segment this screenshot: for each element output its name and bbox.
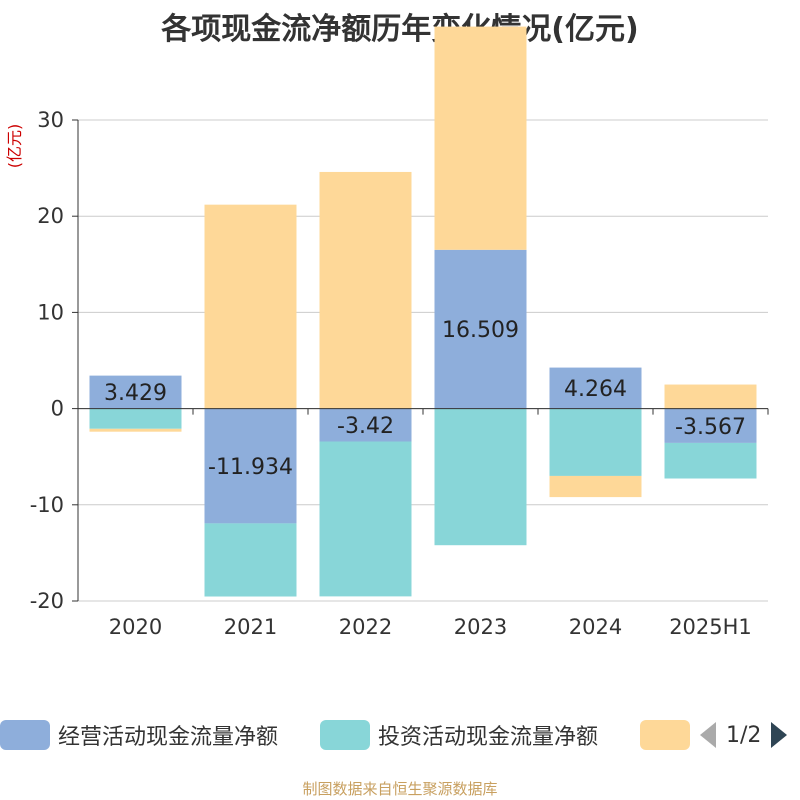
legend: 经营活动现金流量净额 投资活动现金流量净额 1/2 — [0, 716, 800, 752]
y-tick-label: -10 — [30, 493, 64, 517]
bar-investing-2024 — [549, 408, 642, 476]
legend-item-investing[interactable]: 投资活动现金流量净额 — [320, 720, 598, 750]
legend-page-indicator: 1/2 — [726, 722, 762, 748]
x-tick-label: 2025H1 — [669, 615, 752, 639]
legend-pager: 1/2 — [700, 720, 788, 750]
legend-label-investing: 投资活动现金流量净额 — [378, 725, 599, 750]
legend-item-operating[interactable]: 经营活动现金流量净额 — [0, 720, 278, 750]
y-axis-label: (亿元) — [5, 124, 24, 169]
bar-third-2021 — [204, 204, 297, 409]
bar-investing-2023 — [434, 408, 527, 546]
legend-label-operating: 经营活动现金流量净额 — [58, 725, 279, 750]
data-label-2023: 16.509 — [442, 318, 519, 343]
prev-page-icon[interactable] — [700, 722, 716, 748]
bar-third-2024 — [549, 475, 642, 498]
source-note: 制图数据来自恒生聚源数据库 — [302, 780, 498, 798]
bar-third-2020 — [89, 428, 182, 432]
bar-third-2023 — [434, 26, 527, 250]
x-tick-label: 2021 — [224, 615, 277, 639]
legend-swatch-operating — [0, 720, 50, 750]
bar-chart: 30 20 10 0 -10 -20 (亿元) 3.429 -11.934 -3.42 16.509… — [5, 26, 769, 639]
y-tick-label: -20 — [30, 589, 64, 613]
y-tick-label: 10 — [37, 300, 64, 324]
data-label-2025H1: -3.567 — [675, 415, 746, 440]
data-label-2021: -11.934 — [208, 455, 293, 480]
bar-third-2025H1 — [664, 384, 757, 409]
data-label-2022: -3.42 — [337, 414, 394, 439]
legend-swatch-investing — [320, 720, 370, 750]
x-tick-label: 2020 — [109, 615, 162, 639]
bar-operating-2022 — [319, 408, 412, 442]
chart-title: 各项现金流净额历年变化情况(亿元) — [161, 12, 639, 47]
next-page-icon[interactable] — [771, 722, 788, 748]
bar-operating-2025H1 — [664, 408, 757, 443]
bar-operating-2020 — [89, 375, 182, 409]
y-tick-label: 20 — [37, 204, 64, 228]
data-label-2020: 3.429 — [104, 381, 167, 406]
x-tick-label: 2022 — [339, 615, 392, 639]
legend-item-third[interactable] — [640, 720, 698, 750]
bar-third-2022 — [319, 171, 412, 409]
x-tick-label: 2023 — [454, 615, 507, 639]
bar-investing-2022 — [319, 441, 412, 597]
y-tick-label: 0 — [51, 397, 64, 421]
bar-operating-2023 — [434, 249, 527, 409]
bar-operating-2021 — [204, 408, 297, 524]
bar-investing-2020 — [89, 408, 182, 429]
legend-swatch-third — [640, 720, 690, 750]
y-tick-label: 30 — [37, 108, 64, 132]
data-label-2024: 4.264 — [564, 377, 627, 402]
x-tick-label: 2024 — [569, 615, 622, 639]
bar-investing-2025H1 — [664, 442, 757, 479]
bar-investing-2021 — [204, 523, 297, 597]
bar-operating-2024 — [549, 367, 642, 409]
